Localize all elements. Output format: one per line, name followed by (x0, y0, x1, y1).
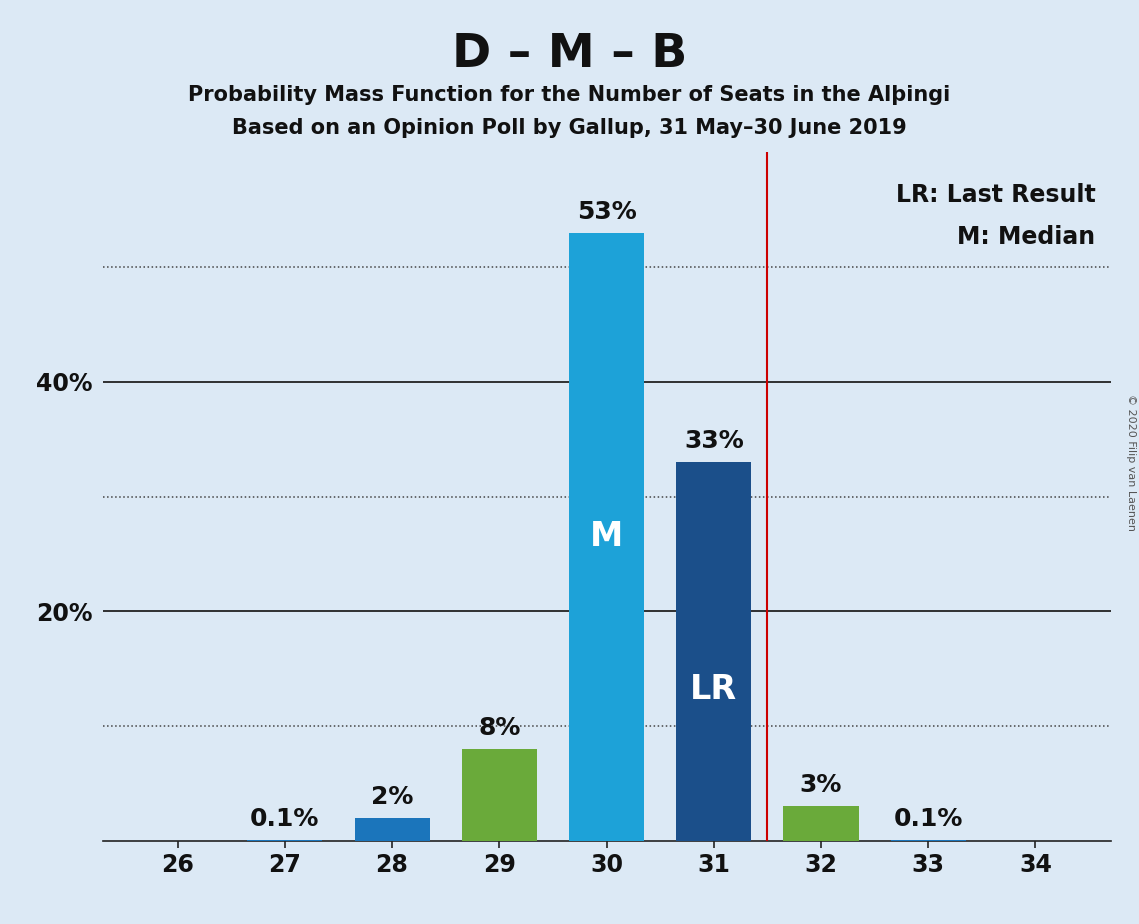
Text: Based on an Opinion Poll by Gallup, 31 May–30 June 2019: Based on an Opinion Poll by Gallup, 31 M… (232, 118, 907, 139)
Text: 33%: 33% (683, 429, 744, 453)
Text: 53%: 53% (576, 200, 637, 224)
Bar (677, 462, 752, 841)
Text: 8%: 8% (478, 716, 521, 740)
Bar (784, 807, 859, 841)
Text: LR: LR (690, 673, 737, 706)
Text: Probability Mass Function for the Number of Seats in the Alþingi: Probability Mass Function for the Number… (188, 85, 951, 105)
Text: D – M – B: D – M – B (452, 32, 687, 78)
Bar (354, 818, 429, 841)
Text: 0.1%: 0.1% (251, 807, 320, 831)
Bar (461, 749, 536, 841)
Bar (570, 233, 644, 841)
Text: 2%: 2% (371, 784, 413, 808)
Text: 0.1%: 0.1% (893, 807, 962, 831)
Text: © 2020 Filip van Laenen: © 2020 Filip van Laenen (1126, 394, 1136, 530)
Text: M: M (590, 520, 623, 553)
Bar (891, 840, 966, 841)
Text: 3%: 3% (800, 773, 842, 797)
Text: M: Median: M: Median (957, 225, 1096, 249)
Bar (247, 840, 322, 841)
Text: LR: Last Result: LR: Last Result (895, 184, 1096, 207)
